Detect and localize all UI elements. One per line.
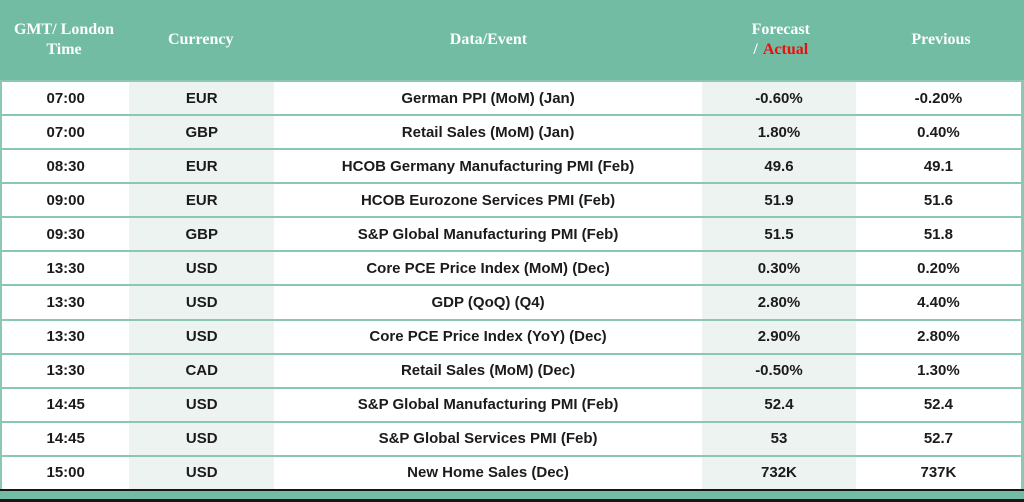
cell-data-event: Retail Sales (MoM) (Dec) (400, 362, 576, 380)
cell-data-event: HCOB Germany Manufacturing PMI (Feb) (341, 157, 635, 175)
cell-forecast: 1.80% (702, 116, 856, 149)
table-row: 07:00 GBP Retail Sales (MoM) (Jan) 1.80%… (2, 114, 1021, 149)
header-time: GMT/ London Time (0, 20, 128, 60)
cell-previous: 0.20% (917, 259, 960, 277)
cell-currency: EUR (129, 150, 275, 183)
cell-forecast: 51.5 (702, 218, 856, 251)
cell-previous: 4.40% (917, 294, 960, 311)
cell-currency: USD (129, 388, 275, 421)
cell-currency: GBP (129, 116, 275, 149)
cell-previous: 737K (920, 464, 957, 482)
table-row: 14:45 USD S&P Global Services PMI (Feb) … (2, 420, 1021, 455)
cell-forecast: -0.50% (702, 354, 856, 387)
header-forecast-slash: / (753, 41, 758, 58)
cell-data-event: Retail Sales (MoM) (Jan) (401, 123, 575, 141)
header-data-event: Data/Event (273, 30, 703, 50)
header-previous: Previous (858, 30, 1024, 50)
table-body: 07:00 EUR German PPI (MoM) (Jan) -0.60% … (0, 80, 1024, 489)
table-header-row: GMT/ London Time Currency Data/Event For… (0, 0, 1024, 80)
cell-time: 14:45 (46, 430, 85, 448)
cell-time: 13:30 (46, 294, 85, 311)
cell-previous: 1.30% (917, 362, 960, 380)
cell-forecast: 0.30% (702, 252, 856, 285)
cell-currency: USD (129, 456, 275, 489)
header-previous-label: Previous (911, 31, 971, 48)
cell-time: 15:00 (46, 464, 85, 482)
cell-currency: USD (129, 252, 275, 285)
cell-forecast: 52.4 (702, 388, 856, 421)
cell-currency: USD (129, 320, 275, 353)
cell-currency: USD (129, 422, 275, 455)
cell-time: 13:30 (46, 362, 85, 380)
cell-previous: -0.20% (914, 89, 963, 107)
cell-data-event: Core PCE Price Index (MoM) (Dec) (366, 259, 610, 277)
cell-time: 14:45 (46, 396, 85, 414)
cell-previous: 2.80% (917, 328, 960, 346)
cell-data-event: S&P Global Manufacturing PMI (Feb) (357, 225, 619, 243)
cell-data-event: S&P Global Services PMI (Feb) (378, 430, 598, 448)
table-row: 07:00 EUR German PPI (MoM) (Jan) -0.60% … (2, 82, 1021, 115)
cell-time: 09:30 (46, 225, 85, 243)
table-row: 13:30 CAD Retail Sales (MoM) (Dec) -0.50… (2, 352, 1021, 387)
table-row: 09:00 EUR HCOB Eurozone Services PMI (Fe… (2, 182, 1021, 217)
table-row: 13:30 USD Core PCE Price Index (MoM) (De… (2, 250, 1021, 285)
cell-time: 09:00 (46, 191, 85, 209)
cell-forecast: 2.80% (702, 286, 856, 319)
cell-data-event: New Home Sales (Dec) (407, 464, 569, 482)
cell-forecast: -0.60% (702, 82, 856, 115)
header-time-label: GMT/ London Time (13, 21, 115, 58)
header-currency: Currency (128, 30, 273, 50)
cell-previous: 51.6 (923, 191, 954, 209)
cell-currency: EUR (129, 82, 275, 115)
cell-currency: CAD (129, 354, 275, 387)
cell-data-event: GDP (QoQ) (Q4) (431, 294, 545, 311)
table-bottom-border (0, 489, 1024, 502)
cell-previous: 0.40% (917, 123, 960, 141)
table-row: 09:30 GBP S&P Global Manufacturing PMI (… (2, 216, 1021, 251)
cell-time: 07:00 (46, 123, 85, 141)
cell-forecast: 49.6 (702, 150, 856, 183)
header-currency-label: Currency (167, 31, 234, 48)
header-data-event-label: Data/Event (449, 31, 528, 48)
header-forecast-label: Forecast (751, 21, 810, 38)
cell-time: 13:30 (46, 328, 85, 346)
header-actual-label: Actual (762, 41, 809, 58)
cell-data-event: HCOB Eurozone Services PMI (Feb) (360, 191, 616, 209)
cell-currency: USD (129, 286, 275, 319)
cell-currency: EUR (129, 184, 275, 217)
cell-forecast: 732K (702, 456, 856, 489)
cell-time: 08:30 (46, 157, 85, 175)
cell-forecast: 2.90% (702, 320, 856, 353)
cell-previous: 52.7 (923, 430, 954, 448)
cell-data-event: S&P Global Manufacturing PMI (Feb) (357, 396, 619, 414)
header-actual-line: / Actual (753, 40, 808, 60)
cell-previous: 52.4 (923, 396, 954, 414)
cell-time: 07:00 (46, 89, 85, 107)
table-row: 15:00 USD New Home Sales (Dec) 732K 737K (2, 454, 1021, 489)
cell-data-event: German PPI (MoM) (Jan) (401, 89, 575, 107)
table-row: 13:30 USD GDP (QoQ) (Q4) 2.80% 4.40% (2, 284, 1021, 319)
table-row: 14:45 USD S&P Global Manufacturing PMI (… (2, 386, 1021, 421)
cell-forecast: 51.9 (702, 184, 856, 217)
table-row: 08:30 EUR HCOB Germany Manufacturing PMI… (2, 148, 1021, 183)
cell-previous: 51.8 (923, 225, 954, 243)
cell-data-event: Core PCE Price Index (YoY) (Dec) (369, 328, 607, 346)
table-row: 13:30 USD Core PCE Price Index (YoY) (De… (2, 318, 1021, 353)
cell-forecast: 53 (702, 422, 856, 455)
cell-time: 13:30 (46, 259, 85, 277)
cell-currency: GBP (129, 218, 275, 251)
cell-previous: 49.1 (923, 157, 954, 175)
header-forecast-actual: Forecast / Actual (703, 20, 858, 60)
